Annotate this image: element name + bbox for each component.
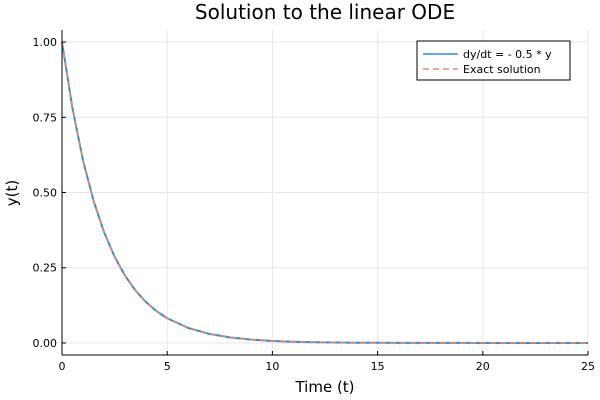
x-tick-label: 5: [164, 360, 171, 373]
x-tick-label: 20: [476, 360, 490, 373]
x-tick-label: 10: [265, 360, 279, 373]
y-tick-label: 0.75: [33, 111, 58, 124]
grid: [61, 30, 589, 355]
y-tick-label: 0.50: [33, 187, 58, 200]
x-tick-label: 25: [581, 360, 595, 373]
legend-label-0: dy/dt = - 0.5 * y: [463, 48, 552, 61]
x-axis-label: Time (t): [294, 378, 354, 396]
chart-title: Solution to the linear ODE: [195, 0, 455, 24]
legend: dy/dt = - 0.5 * y Exact solution: [416, 40, 571, 81]
tick-labels: 0 5 10 15 20 25 0.00 0.25 0.50 0.75 1.00: [33, 36, 596, 373]
legend-box: [416, 40, 571, 81]
y-tick-label: 0.00: [33, 337, 58, 350]
y-tick-label: 1.00: [33, 36, 58, 49]
series-line-1: [61, 41, 588, 344]
y-axis-label: y(t): [3, 180, 21, 206]
x-tick-label: 15: [371, 360, 385, 373]
x-tick-label: 0: [59, 360, 66, 373]
legend-label-1: Exact solution: [463, 63, 541, 76]
y-tick-label: 0.25: [33, 262, 58, 275]
series-lines: [61, 41, 588, 344]
